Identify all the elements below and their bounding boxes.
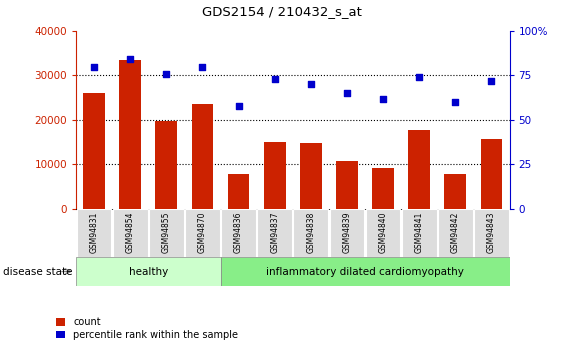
FancyBboxPatch shape (221, 209, 256, 257)
Bar (300, 144, 321, 209)
Text: GSM94870: GSM94870 (198, 211, 207, 253)
Bar (228, 174, 249, 209)
FancyBboxPatch shape (366, 209, 400, 257)
Bar (191, 104, 213, 209)
Point (487, 78, 496, 83)
Point (306, 82, 315, 87)
FancyBboxPatch shape (77, 209, 111, 257)
FancyBboxPatch shape (76, 257, 221, 286)
Text: GSM94831: GSM94831 (90, 211, 99, 253)
Bar (336, 161, 358, 209)
Text: healthy: healthy (128, 267, 168, 277)
Text: GSM94837: GSM94837 (270, 211, 279, 253)
Point (234, 103, 243, 108)
Text: GSM94841: GSM94841 (415, 211, 424, 253)
Bar (119, 60, 141, 209)
Text: GDS2154 / 210432_s_at: GDS2154 / 210432_s_at (202, 5, 361, 18)
FancyBboxPatch shape (221, 257, 510, 286)
FancyBboxPatch shape (257, 209, 292, 257)
FancyBboxPatch shape (402, 209, 436, 257)
Point (162, 71, 171, 77)
FancyBboxPatch shape (113, 209, 148, 257)
Bar (408, 130, 430, 209)
Text: GSM94843: GSM94843 (487, 211, 496, 253)
Text: GSM94836: GSM94836 (234, 211, 243, 253)
Bar (155, 121, 177, 209)
Bar (481, 139, 502, 209)
FancyBboxPatch shape (149, 209, 184, 257)
Bar (83, 93, 105, 209)
Legend: count, percentile rank within the sample: count, percentile rank within the sample (56, 317, 238, 340)
Point (451, 99, 460, 105)
Text: GSM94839: GSM94839 (342, 211, 351, 253)
Text: GSM94838: GSM94838 (306, 211, 315, 253)
Bar (264, 142, 285, 209)
Point (270, 76, 279, 82)
Text: GSM94854: GSM94854 (126, 211, 135, 253)
Text: GSM94842: GSM94842 (451, 211, 460, 253)
Point (378, 96, 387, 101)
FancyBboxPatch shape (329, 209, 364, 257)
Text: inflammatory dilated cardiomyopathy: inflammatory dilated cardiomyopathy (266, 267, 464, 277)
FancyBboxPatch shape (293, 209, 328, 257)
Bar (372, 168, 394, 209)
Point (90, 64, 99, 69)
Text: disease state: disease state (3, 267, 72, 276)
FancyBboxPatch shape (474, 209, 509, 257)
FancyBboxPatch shape (438, 209, 473, 257)
Point (342, 90, 351, 96)
Point (198, 64, 207, 69)
FancyBboxPatch shape (185, 209, 220, 257)
Text: GSM94855: GSM94855 (162, 211, 171, 253)
Bar (445, 174, 466, 209)
Point (126, 57, 135, 62)
Text: GSM94840: GSM94840 (378, 211, 387, 253)
Point (415, 75, 424, 80)
